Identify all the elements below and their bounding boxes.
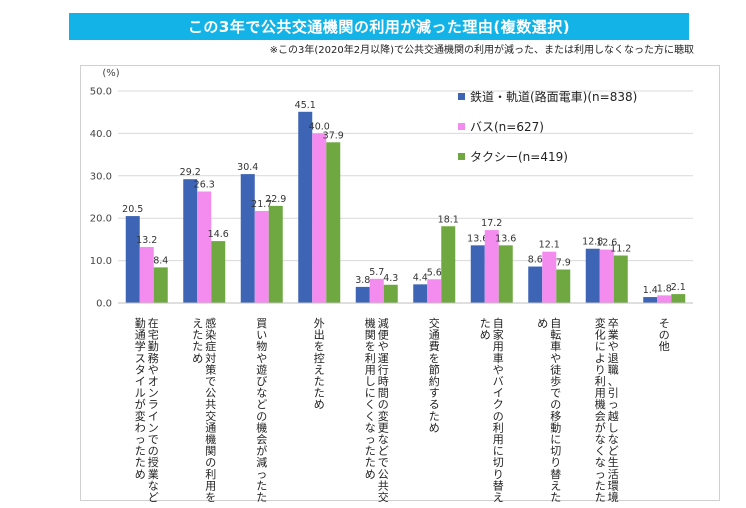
data-label: 3.8 <box>355 275 370 286</box>
bar-taxi <box>556 269 571 303</box>
data-label: 20.5 <box>122 204 143 215</box>
bar-rail <box>183 179 198 303</box>
data-label: 4.4 <box>413 272 428 283</box>
chart-subtitle: ※この3年(2020年2月以降)で公共交通機関の利用が減った、または利用しなくな… <box>269 45 694 56</box>
data-label: 2.1 <box>671 282 686 293</box>
bar-taxi <box>211 241 226 303</box>
bar-bus <box>542 251 557 303</box>
data-label: 8.4 <box>153 255 168 266</box>
chart-frame: (%) 0.0 10.0 20.0 30.0 40.0 50.0 20.5 13.2 8.4 在宅勤… <box>80 65 720 502</box>
data-label: 40.0 <box>309 121 330 132</box>
data-label: 5.6 <box>427 267 442 278</box>
data-label: 45.1 <box>295 100 316 111</box>
x-tick-label: 交通費を節約するため <box>429 316 440 434</box>
x-tick-label: 在宅勤務やオンラインでの授業など通勤通学スタイルが変わったため <box>135 317 159 502</box>
data-label: 13.6 <box>467 233 488 244</box>
bar-chart: (%) 0.0 10.0 20.0 30.0 40.0 50.0 20.5 13.2 8.4 在宅勤… <box>90 68 693 502</box>
legend-entry: タクシー(n=419) <box>470 150 568 164</box>
bar-rail <box>643 297 658 303</box>
legend-swatch <box>458 153 465 160</box>
data-label: 13.6 <box>495 233 516 244</box>
legend-entry: バス(n=627) <box>470 120 544 134</box>
bar-taxi <box>326 142 341 303</box>
bar-bus <box>197 191 212 303</box>
x-tick-label: その他 <box>659 317 670 353</box>
data-label: 29.2 <box>180 167 201 178</box>
data-label: 8.6 <box>528 255 543 266</box>
bar-bus <box>254 210 269 303</box>
y-tick-label: 40.0 <box>90 129 112 140</box>
data-label: 17.2 <box>481 218 502 229</box>
data-label: 1.4 <box>643 285 658 296</box>
data-label: 14.6 <box>208 229 229 240</box>
data-label: 26.3 <box>194 179 215 190</box>
x-tick-label: 買い物や遊びなどの機会が減ったため <box>256 317 267 502</box>
x-tick-label: 外出を控えたため <box>314 317 325 411</box>
data-label: 12.8 <box>582 237 603 248</box>
y-tick-label: 20.0 <box>90 214 112 225</box>
bar-bus <box>657 295 672 303</box>
bar-rail <box>298 111 313 303</box>
bar-taxi <box>671 294 686 303</box>
bar-bus <box>312 133 327 303</box>
bar-bus <box>427 279 442 303</box>
data-label: 13.2 <box>136 235 157 246</box>
x-tick-label: 自転車や徒歩での移動に切り替えたため <box>537 317 561 502</box>
bar-rail <box>470 245 485 303</box>
y-tick-label: 30.0 <box>90 171 112 182</box>
data-label: 11.2 <box>610 244 631 255</box>
bar-rail <box>585 248 600 303</box>
bar-taxi <box>268 205 283 303</box>
data-label: 7.9 <box>556 258 571 269</box>
bar-bus <box>599 249 614 303</box>
x-tick-label: 自家用車やバイクの利用に切り替えたため <box>480 317 504 502</box>
legend-entry: 鉄道・軌道(路面電車)(n=838) <box>470 89 637 104</box>
data-label: 22.9 <box>265 194 286 205</box>
legend-swatch <box>458 93 465 100</box>
bar-rail <box>528 266 543 303</box>
bar-taxi <box>153 267 168 303</box>
data-label: 21.7 <box>251 199 272 210</box>
x-tick-label: 減便や運行時間の変更などで公共交通機関を利用しにくくなったため <box>365 316 389 502</box>
y-axis-label: (%) <box>102 68 119 79</box>
data-label: 12.1 <box>539 240 560 251</box>
y-tick-label: 50.0 <box>90 87 112 98</box>
bar-taxi <box>441 226 456 303</box>
bar-rail <box>125 216 140 303</box>
data-label: 12.6 <box>596 238 617 249</box>
data-label: 4.3 <box>383 273 398 284</box>
chart-title: この3年で公共交通機関の利用が減った理由(複数選択) <box>69 13 689 40</box>
bar-taxi <box>383 284 398 303</box>
bar-bus <box>139 247 154 303</box>
bar-taxi <box>613 255 628 303</box>
bar-rail <box>355 286 370 303</box>
x-tick-label: 卒業や退職、引っ越しなど生活環境の変化により利用機会がなくなったため <box>595 316 619 502</box>
data-label: 1.8 <box>657 283 672 294</box>
y-tick-label: 10.0 <box>90 256 112 267</box>
bar-bus <box>369 278 384 303</box>
bar-rail <box>240 174 255 303</box>
legend-swatch <box>458 123 465 130</box>
data-label: 30.4 <box>237 162 258 173</box>
bar-taxi <box>498 245 513 303</box>
data-label: 18.1 <box>438 214 459 225</box>
y-tick-label: 0.0 <box>96 299 112 310</box>
x-tick-label: 感染症対策で公共交通機関の利用を控えたため <box>192 317 216 502</box>
bar-bus <box>484 230 499 303</box>
bar-rail <box>413 284 428 303</box>
data-label: 37.9 <box>323 130 344 141</box>
data-label: 5.7 <box>369 267 384 278</box>
